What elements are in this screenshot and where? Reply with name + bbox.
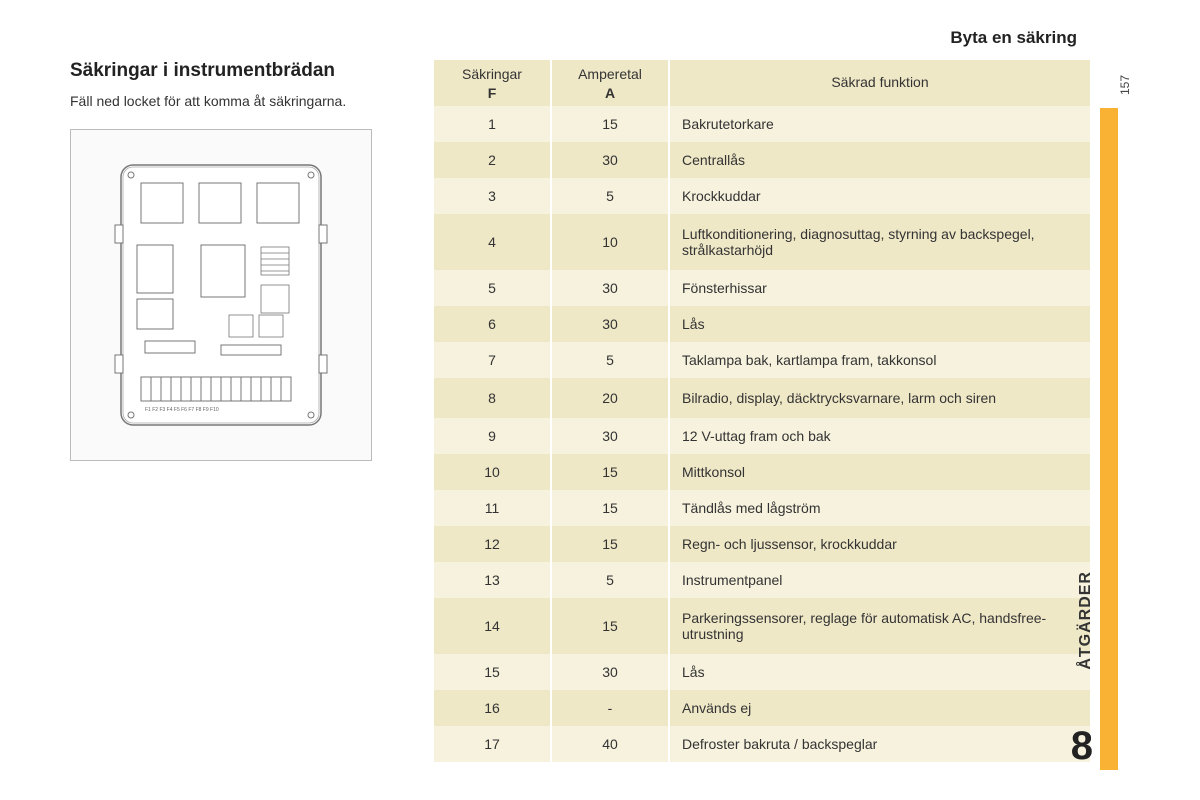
- cell-function: Centrallås: [669, 142, 1090, 178]
- table-row: 1215Regn- och ljussensor, krockkuddar: [434, 526, 1090, 562]
- header-fuse-sub: F: [442, 85, 542, 103]
- cell-amperage: -: [551, 690, 669, 726]
- cell-amperage: 15: [551, 106, 669, 142]
- left-column: Säkringar i instrumentbrädan Fäll ned lo…: [70, 60, 410, 800]
- cell-amperage: 5: [551, 178, 669, 214]
- cell-function: Mittkonsol: [669, 454, 1090, 490]
- header-fuse-top: Säkringar: [462, 66, 522, 82]
- table-row: 1740Defroster bakruta / backspeglar: [434, 726, 1090, 762]
- cell-amperage: 40: [551, 726, 669, 762]
- page-number: 157: [1118, 75, 1132, 95]
- side-chapter-label: ÅTGÄRDER: [1077, 571, 1095, 670]
- intro-text: Fäll ned locket för att komma åt säkring…: [70, 92, 410, 111]
- cell-amperage: 30: [551, 270, 669, 306]
- cell-function: Bakrutetorkare: [669, 106, 1090, 142]
- header-amp-top: Amperetal: [578, 66, 642, 82]
- header-amp: Amperetal A: [551, 60, 669, 106]
- cell-fuse-number: 7: [434, 342, 551, 378]
- table-row: 530Fönsterhissar: [434, 270, 1090, 306]
- cell-fuse-number: 14: [434, 598, 551, 654]
- table-row: 93012 V-uttag fram och bak: [434, 418, 1090, 454]
- cell-amperage: 15: [551, 598, 669, 654]
- cell-fuse-number: 12: [434, 526, 551, 562]
- table-row: 35Krockkuddar: [434, 178, 1090, 214]
- cell-fuse-number: 4: [434, 214, 551, 270]
- cell-fuse-number: 15: [434, 654, 551, 690]
- cell-fuse-number: 11: [434, 490, 551, 526]
- header-function: Säkrad funktion: [669, 60, 1090, 106]
- cell-function: Luftkonditionering, diagnosuttag, styrni…: [669, 214, 1090, 270]
- table-row: 630Lås: [434, 306, 1090, 342]
- cell-amperage: 10: [551, 214, 669, 270]
- cell-function: Defroster bakruta / backspeglar: [669, 726, 1090, 762]
- cell-amperage: 30: [551, 142, 669, 178]
- cell-fuse-number: 6: [434, 306, 551, 342]
- cell-fuse-number: 10: [434, 454, 551, 490]
- content-area: Säkringar i instrumentbrädan Fäll ned lo…: [70, 30, 1090, 800]
- cell-function: Lås: [669, 654, 1090, 690]
- header-fuse: Säkringar F: [434, 60, 551, 106]
- cell-amperage: 5: [551, 562, 669, 598]
- page-heading: Säkringar i instrumentbrädan: [70, 60, 410, 82]
- right-column: Säkringar F Amperetal A Säkrad funktion …: [434, 60, 1090, 800]
- section-title: Byta en säkring: [950, 28, 1077, 48]
- fuse-table: Säkringar F Amperetal A Säkrad funktion …: [434, 60, 1090, 762]
- cell-amperage: 15: [551, 526, 669, 562]
- cell-amperage: 30: [551, 654, 669, 690]
- cell-function: Instrumentpanel: [669, 562, 1090, 598]
- table-row: 1015Mittkonsol: [434, 454, 1090, 490]
- cell-function: Tändlås med lågström: [669, 490, 1090, 526]
- table-row: 820Bilradio, display, däcktrycksvarnare,…: [434, 378, 1090, 418]
- cell-fuse-number: 2: [434, 142, 551, 178]
- cell-function: Parkeringssensorer, reglage för automati…: [669, 598, 1090, 654]
- cell-amperage: 30: [551, 418, 669, 454]
- table-header-row: Säkringar F Amperetal A Säkrad funktion: [434, 60, 1090, 106]
- table-row: 1115Tändlås med lågström: [434, 490, 1090, 526]
- cell-fuse-number: 9: [434, 418, 551, 454]
- cell-amperage: 5: [551, 342, 669, 378]
- cell-fuse-number: 17: [434, 726, 551, 762]
- cell-fuse-number: 1: [434, 106, 551, 142]
- table-row: 1530Lås: [434, 654, 1090, 690]
- fuse-table-body: 115Bakrutetorkare230Centrallås35Krockkud…: [434, 106, 1090, 762]
- fusebox-diagram: F1 F2 F3 F4 F5 F6 F7 F8 F9 F10: [70, 129, 372, 461]
- cell-function: Taklampa bak, kartlampa fram, takkonsol: [669, 342, 1090, 378]
- table-row: 230Centrallås: [434, 142, 1090, 178]
- fusebox-svg: F1 F2 F3 F4 F5 F6 F7 F8 F9 F10: [101, 155, 341, 435]
- table-row: 1415Parkeringssensorer, reglage för auto…: [434, 598, 1090, 654]
- cell-amperage: 15: [551, 454, 669, 490]
- cell-function: Krockkuddar: [669, 178, 1090, 214]
- cell-fuse-number: 16: [434, 690, 551, 726]
- svg-text:F1 F2 F3 F4 F5 F6 F7 F8 F9 F10: F1 F2 F3 F4 F5 F6 F7 F8 F9 F10: [145, 407, 219, 413]
- cell-function: Lås: [669, 306, 1090, 342]
- chapter-number: 8: [1071, 726, 1093, 766]
- header-amp-sub: A: [560, 85, 660, 103]
- table-row: 135Instrumentpanel: [434, 562, 1090, 598]
- cell-function: 12 V-uttag fram och bak: [669, 418, 1090, 454]
- cell-fuse-number: 3: [434, 178, 551, 214]
- cell-fuse-number: 13: [434, 562, 551, 598]
- cell-fuse-number: 5: [434, 270, 551, 306]
- table-row: 75Taklampa bak, kartlampa fram, takkonso…: [434, 342, 1090, 378]
- cell-function: Används ej: [669, 690, 1090, 726]
- cell-function: Regn- och ljussensor, krockkuddar: [669, 526, 1090, 562]
- table-row: 115Bakrutetorkare: [434, 106, 1090, 142]
- cell-amperage: 20: [551, 378, 669, 418]
- side-tab: [1100, 108, 1118, 770]
- cell-amperage: 15: [551, 490, 669, 526]
- cell-function: Bilradio, display, däcktrycksvarnare, la…: [669, 378, 1090, 418]
- table-row: 410Luftkonditionering, diagnosuttag, sty…: [434, 214, 1090, 270]
- table-row: 16-Används ej: [434, 690, 1090, 726]
- cell-amperage: 30: [551, 306, 669, 342]
- cell-function: Fönsterhissar: [669, 270, 1090, 306]
- page: Byta en säkring 157 ÅTGÄRDER 8 Säkringar…: [0, 0, 1200, 800]
- cell-fuse-number: 8: [434, 378, 551, 418]
